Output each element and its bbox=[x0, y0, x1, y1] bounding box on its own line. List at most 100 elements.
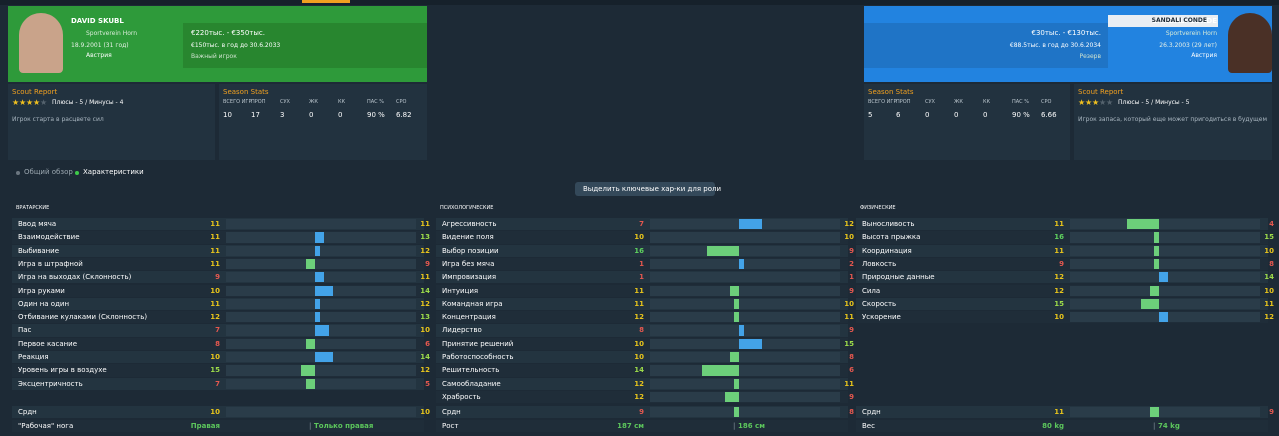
right-stats-panel bbox=[864, 84, 1070, 160]
attr-name: Координация bbox=[862, 246, 912, 255]
attr-name: Ввод мяча bbox=[18, 220, 57, 228]
star: ★ bbox=[33, 98, 41, 107]
value-b: 12 bbox=[844, 220, 854, 228]
bar-track bbox=[1070, 245, 1260, 256]
player-birth: 26.3.2003 (29 лет) bbox=[1159, 42, 1217, 49]
stats-value: 6.66 bbox=[1041, 111, 1057, 119]
value-b: 1 bbox=[849, 273, 854, 282]
bar-track bbox=[226, 338, 416, 349]
value-a: 80 kg bbox=[1042, 422, 1064, 430]
value-b: 10 bbox=[420, 326, 430, 335]
stats-header: ЖК bbox=[309, 99, 318, 105]
attr-name: Выбор позиции bbox=[442, 246, 499, 255]
player-value: €220тыс. - €350тыс. bbox=[191, 29, 265, 37]
value-a: 9 bbox=[1059, 259, 1064, 268]
stats-header: ПАС % bbox=[367, 99, 385, 105]
bar-track bbox=[650, 272, 840, 283]
divider: | bbox=[309, 422, 312, 430]
value-a: 11 bbox=[1054, 246, 1064, 255]
value-b: 6 bbox=[849, 366, 854, 375]
value-b: 11 bbox=[844, 379, 854, 388]
diff-bar bbox=[315, 312, 320, 323]
selector-name[interactable]: SANDALI CONDE bbox=[1151, 17, 1207, 24]
diff-bar bbox=[305, 378, 315, 389]
diff-bar bbox=[1154, 245, 1159, 256]
value-b: 11 bbox=[844, 313, 854, 322]
attr-name: Игра руками bbox=[18, 286, 65, 295]
value-b: 9 bbox=[849, 286, 854, 295]
stats-value: 0 bbox=[338, 111, 343, 119]
value-a: 11 bbox=[210, 299, 220, 308]
scout-title: Scout Report bbox=[12, 88, 58, 96]
value-a: 12 bbox=[1054, 286, 1064, 295]
diff-bar bbox=[315, 285, 334, 296]
tab[interactable]: Общий обзор bbox=[24, 168, 73, 176]
tab-dot bbox=[16, 171, 20, 175]
value-a: 10 bbox=[634, 233, 644, 242]
divider: | bbox=[1153, 422, 1156, 430]
scout-title: Scout Report bbox=[1078, 88, 1124, 96]
value-b: 2 bbox=[849, 259, 854, 268]
bar-track bbox=[650, 298, 840, 310]
value-b: 11 bbox=[420, 220, 430, 228]
diff-bar bbox=[305, 258, 315, 270]
diff-bar bbox=[725, 391, 739, 403]
value-a: 8 bbox=[215, 339, 220, 348]
stats-value: 90 % bbox=[367, 111, 385, 119]
attr-name: Храбрость bbox=[442, 392, 481, 401]
value-b: 12 bbox=[420, 299, 430, 308]
diff-bar bbox=[1159, 312, 1169, 323]
player-selector[interactable] bbox=[1108, 15, 1218, 27]
role-button[interactable] bbox=[575, 182, 715, 196]
value-a: 15 bbox=[1054, 299, 1064, 308]
attr-name: Эксцентричность bbox=[18, 379, 83, 388]
value-b: 14 bbox=[420, 353, 430, 361]
group-title: ПСИХОЛОГИЧЕСКИЕ bbox=[440, 205, 494, 211]
value-a: 7 bbox=[215, 326, 220, 335]
value-a: 10 bbox=[634, 353, 644, 361]
value-b: 12 bbox=[1264, 313, 1274, 322]
left-stats-panel bbox=[219, 84, 427, 160]
right-scout-panel bbox=[1074, 84, 1272, 160]
bar-track bbox=[650, 325, 840, 336]
diff-bar bbox=[315, 245, 320, 256]
scout-pros: Плюсы - 5 / Минусы - 5 bbox=[1118, 99, 1190, 106]
row-bg bbox=[12, 420, 424, 433]
value-a: 10 bbox=[634, 339, 644, 348]
value-a: 7 bbox=[215, 379, 220, 388]
stats-header: ПРОП bbox=[896, 99, 911, 105]
bar-track bbox=[650, 365, 840, 376]
diff-bar bbox=[315, 232, 325, 243]
diff-bar bbox=[315, 272, 325, 283]
top-bar bbox=[0, 0, 1279, 5]
attr-name: Рост bbox=[442, 422, 459, 430]
attr-name: Срдн bbox=[862, 408, 881, 416]
stats-value: 3 bbox=[280, 111, 285, 119]
value-a: 11 bbox=[210, 259, 220, 268]
left-scout-panel bbox=[8, 84, 215, 160]
diff-bar bbox=[702, 365, 739, 376]
value-b: 8 bbox=[1269, 259, 1274, 268]
tab[interactable]: Характеристики bbox=[83, 168, 144, 176]
value-a: 10 bbox=[210, 286, 220, 295]
value-a: 1 bbox=[639, 259, 644, 268]
group-title: ВРАТАРСКИЕ bbox=[16, 205, 50, 211]
stats-value: 6.82 bbox=[396, 111, 412, 119]
bar-track bbox=[226, 258, 416, 270]
bar-track bbox=[650, 312, 840, 323]
value-a: 10 bbox=[210, 408, 220, 416]
diff-bar bbox=[1149, 285, 1159, 296]
value-a: 11 bbox=[210, 246, 220, 255]
button-label[interactable]: Выделить ключевые хар-ки для роли bbox=[583, 185, 722, 193]
stats-value: 0 bbox=[925, 111, 930, 119]
value-a: 10 bbox=[1054, 313, 1064, 322]
star: ★ bbox=[40, 98, 48, 107]
bar-track bbox=[650, 232, 840, 243]
bar-track bbox=[650, 245, 840, 256]
player-club: Sportverein Horn bbox=[1165, 30, 1217, 37]
value-b: 8 bbox=[849, 353, 854, 361]
bar-track bbox=[1070, 219, 1260, 230]
bar-track bbox=[226, 219, 416, 230]
diff-bar bbox=[706, 245, 739, 256]
value-a: 9 bbox=[215, 273, 220, 282]
